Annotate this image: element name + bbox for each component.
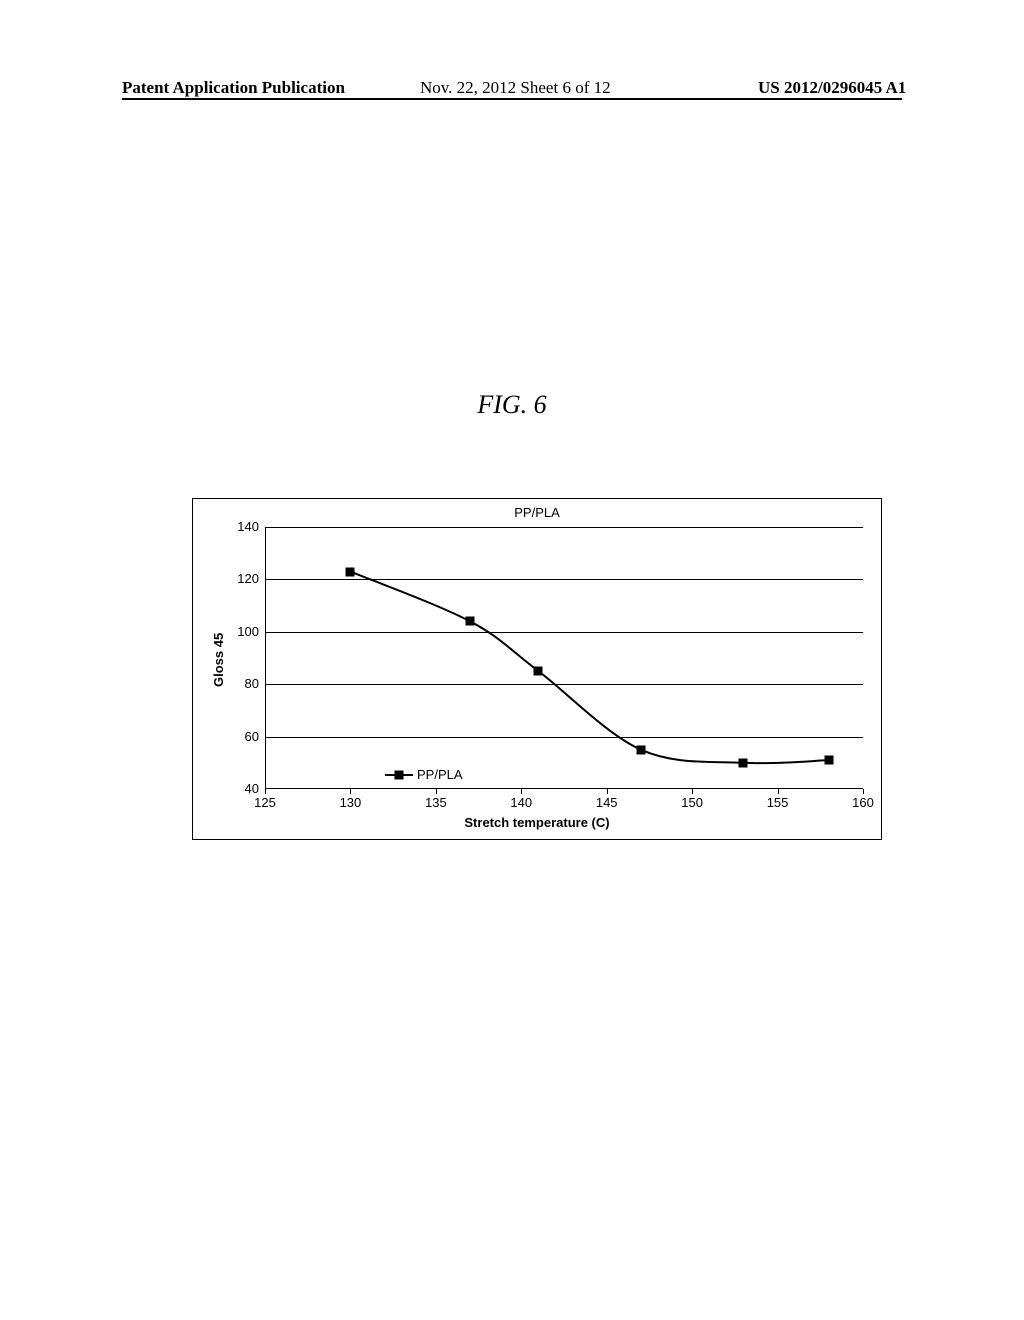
- legend-label: PP/PLA: [417, 767, 463, 782]
- data-marker: [346, 567, 355, 576]
- x-tick-label: 135: [421, 795, 451, 810]
- x-tick-label: 125: [250, 795, 280, 810]
- x-tick: [607, 789, 608, 794]
- y-tick-label: 100: [231, 624, 259, 639]
- header-patent-number: US 2012/0296045 A1: [758, 78, 906, 98]
- data-marker: [466, 617, 475, 626]
- data-marker: [824, 756, 833, 765]
- x-tick: [863, 789, 864, 794]
- x-tick-label: 130: [335, 795, 365, 810]
- plot-area: [265, 527, 863, 789]
- data-marker: [739, 758, 748, 767]
- legend: PP/PLA: [385, 767, 463, 782]
- y-tick-label: 140: [231, 519, 259, 534]
- x-axis-title-text: Stretch temperature (C): [464, 815, 609, 830]
- y-tick-label: 40: [231, 781, 259, 796]
- x-tick: [436, 789, 437, 794]
- x-axis-title: Stretch temperature (C): [193, 815, 881, 830]
- data-marker: [534, 667, 543, 676]
- x-tick-label: 145: [592, 795, 622, 810]
- x-tick: [350, 789, 351, 794]
- legend-marker-icon: [395, 770, 404, 779]
- y-tick-label: 60: [231, 729, 259, 744]
- x-tick-label: 150: [677, 795, 707, 810]
- data-marker: [636, 745, 645, 754]
- header-sheet-info: Nov. 22, 2012 Sheet 6 of 12: [420, 78, 611, 98]
- header-rule: [122, 98, 902, 100]
- x-tick: [265, 789, 266, 794]
- x-tick: [692, 789, 693, 794]
- x-tick-label: 160: [848, 795, 878, 810]
- chart-container: PP/PLA Gloss 45 40 60 80 100 120 140 125 130 13…: [192, 498, 882, 840]
- y-tick-label: 120: [231, 571, 259, 586]
- y-tick-label: 80: [231, 676, 259, 691]
- x-tick: [521, 789, 522, 794]
- x-tick-label: 155: [763, 795, 793, 810]
- y-axis-title: Gloss 45: [211, 633, 226, 687]
- series-path: [350, 572, 828, 764]
- chart-title: PP/PLA: [193, 505, 881, 520]
- legend-line-sample: [385, 774, 413, 776]
- figure-label: FIG. 6: [0, 390, 1024, 420]
- x-tick-label: 140: [506, 795, 536, 810]
- header-publication: Patent Application Publication: [122, 78, 345, 98]
- x-tick: [778, 789, 779, 794]
